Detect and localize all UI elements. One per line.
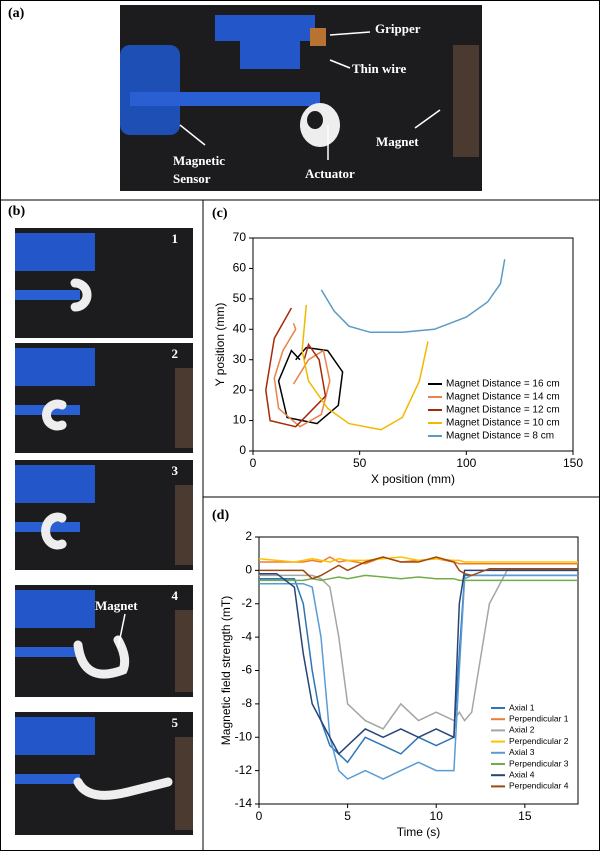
annotation: Thin wire [352, 61, 407, 76]
plot-frame [252, 237, 574, 452]
annotation: Magnet [376, 134, 419, 149]
y-tick-label: 20 [233, 382, 247, 396]
legend-label: Magnet Distance = 14 cm [446, 392, 560, 403]
x-tick-label: 10 [430, 809, 444, 823]
line-series [259, 574, 578, 780]
magnet [175, 610, 193, 692]
sensor [15, 647, 80, 657]
line-series [273, 322, 331, 428]
legend-label: Magnet Distance = 8 cm [446, 431, 554, 442]
legend-label: Perpendicular 1 [509, 713, 569, 723]
frame-number: 1 [172, 231, 179, 246]
x-tick-label: 150 [563, 456, 583, 470]
line-series [259, 556, 578, 580]
legend-label: Perpendicular 3 [509, 758, 569, 768]
y-tick-label: 50 [233, 291, 247, 305]
annotation: Sensor [173, 171, 211, 186]
panel-label: (c) [212, 206, 228, 221]
y-axis-label: Magnetic field strength (mT) [219, 596, 233, 745]
y-tick-label: -4 [241, 629, 252, 643]
annotation: Magnet [95, 598, 138, 613]
legend-label: Axial 4 [509, 769, 535, 779]
legend-label: Axial 2 [509, 725, 535, 735]
legend-label: Perpendicular 2 [509, 736, 569, 746]
frame-number: 3 [172, 463, 179, 478]
panel-label: (b) [8, 204, 25, 219]
x-axis-label: Time (s) [397, 825, 441, 839]
line-series [301, 304, 429, 431]
gripper [15, 590, 95, 628]
panel-label: (a) [8, 6, 25, 21]
line-series [277, 346, 344, 425]
legend-label: Magnet Distance = 12 cm [446, 405, 560, 416]
legend-label: Perpendicular 4 [509, 781, 569, 791]
actuator [73, 777, 173, 800]
line-series [265, 307, 327, 428]
photo-a: Gripper Thin wire Magnet Magnetic Sensor… [120, 5, 482, 191]
frame-number: 4 [172, 588, 179, 603]
line-series [320, 259, 506, 334]
magnet [175, 368, 193, 448]
y-tick-label: 70 [233, 230, 247, 244]
legend-label: Magnet Distance = 10 cm [446, 418, 560, 429]
y-tick-label: -12 [235, 763, 253, 777]
legend-label: Axial 1 [509, 702, 535, 712]
magnet [175, 737, 193, 830]
photos-b: 1 2 3 4 5 Magnet [15, 228, 193, 835]
legend-label: Axial 3 [509, 747, 535, 757]
y-tick-label: 10 [233, 413, 247, 427]
y-tick-label: -14 [235, 796, 253, 810]
line-series [258, 556, 578, 563]
x-tick-label: 0 [256, 809, 263, 823]
annotation: Actuator [305, 166, 355, 181]
y-tick-label: -6 [241, 663, 252, 677]
x-tick-label: 5 [344, 809, 351, 823]
arrow [117, 613, 126, 649]
gripper [15, 233, 95, 271]
actuator [73, 635, 130, 679]
y-tick-label: -8 [241, 696, 252, 710]
y-tick-label: 60 [233, 261, 247, 275]
annotation: Gripper [375, 21, 421, 36]
x-tick-label: 50 [353, 456, 367, 470]
line-series [259, 574, 578, 582]
y-tick-label: 2 [245, 529, 252, 543]
gripper [15, 348, 95, 386]
y-tick-label: -2 [241, 596, 252, 610]
annotation: Magnetic [173, 153, 225, 168]
gripper [15, 717, 95, 755]
y-tick-label: 40 [233, 321, 247, 335]
chart: 0 50 100 150 0 10 20 30 40 50 60 70 X position (mm) Y… [213, 230, 583, 486]
frame-number: 5 [172, 715, 179, 730]
actuator [42, 399, 67, 431]
legend-label: Magnet Distance = 16 cm [446, 379, 560, 390]
y-axis-label: Y position (mm) [213, 303, 227, 387]
sensor [15, 290, 80, 300]
x-axis-label: X position (mm) [371, 472, 455, 486]
gripper [15, 465, 95, 503]
y-tick-label: -10 [235, 729, 253, 743]
chart: 0 5 10 15 -14 -12 -10 -8 -6 -4 -2 0 2 Time (s) Magneti… [219, 529, 579, 839]
actuator [70, 278, 92, 312]
y-tick-label: 30 [233, 352, 247, 366]
panel-label: (d) [212, 508, 229, 523]
actuator [41, 512, 67, 550]
x-tick-label: 15 [518, 809, 532, 823]
x-tick-label: 0 [250, 456, 257, 470]
y-tick-label: 0 [239, 443, 246, 457]
magnet [175, 485, 193, 565]
x-tick-label: 100 [456, 456, 476, 470]
frame-number: 2 [172, 346, 179, 361]
sensor [15, 774, 80, 784]
y-tick-label: 0 [245, 563, 252, 577]
line-series [259, 569, 578, 756]
